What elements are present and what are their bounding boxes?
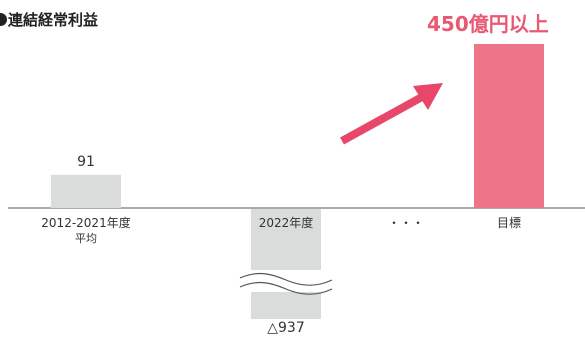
target-value-label: 450億円以上 [427, 12, 549, 36]
chart-title: 連結経常利益 [0, 10, 98, 30]
bars-group [51, 44, 544, 319]
category-label-2022: 2022年度 [258, 216, 314, 230]
bar-average [51, 174, 121, 208]
title-bullet-icon [0, 13, 7, 26]
axis-break-mark [238, 270, 334, 295]
value-label-2022: △937 [267, 320, 305, 336]
category-label-ellipsis: ・・・ [387, 216, 425, 230]
trend-arrow [340, 83, 443, 145]
category-label-target: 目標 [496, 216, 522, 230]
category-sublabel-avg: 平均 [75, 232, 97, 245]
bar-2022 [251, 209, 321, 319]
bar-target [474, 44, 544, 208]
value-label-avg: 91 [77, 154, 95, 170]
chart-title-text: 連結経常利益 [8, 11, 99, 29]
category-label-avg: 2012-2021年度 [41, 216, 131, 230]
